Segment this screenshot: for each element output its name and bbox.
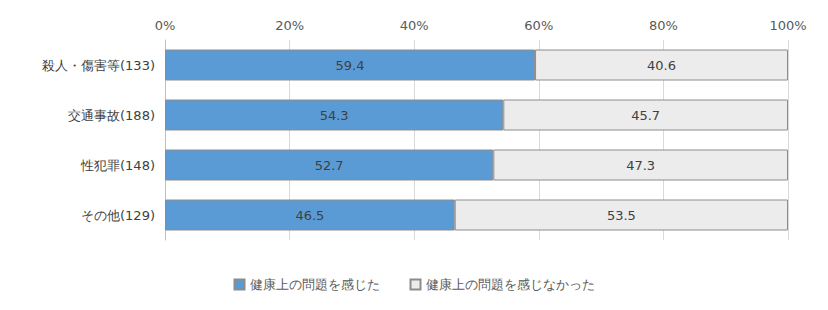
svg-text:46.5: 46.5	[295, 208, 324, 223]
svg-text:40%: 40%	[400, 18, 429, 33]
svg-text:47.3: 47.3	[626, 158, 655, 173]
svg-text:60%: 60%	[524, 18, 553, 33]
svg-text:健康上の問題を感じた: 健康上の問題を感じた	[250, 277, 380, 292]
svg-text:54.3: 54.3	[320, 108, 349, 123]
svg-text:その他(129): その他(129)	[81, 208, 155, 223]
svg-text:性犯罪(148): 性犯罪(148)	[80, 158, 155, 173]
svg-text:健康上の問題を感じなかった: 健康上の問題を感じなかった	[426, 277, 595, 292]
svg-text:交通事故(188): 交通事故(188)	[68, 108, 155, 123]
svg-text:53.5: 53.5	[607, 208, 636, 223]
svg-text:52.7: 52.7	[315, 158, 344, 173]
svg-text:59.4: 59.4	[336, 58, 365, 73]
svg-text:20%: 20%	[275, 18, 304, 33]
svg-text:100%: 100%	[769, 18, 806, 33]
svg-text:45.7: 45.7	[631, 108, 660, 123]
svg-text:40.6: 40.6	[647, 58, 676, 73]
svg-text:殺人・傷害等(133): 殺人・傷害等(133)	[42, 58, 155, 73]
svg-text:0%: 0%	[155, 18, 176, 33]
svg-text:80%: 80%	[649, 18, 678, 33]
